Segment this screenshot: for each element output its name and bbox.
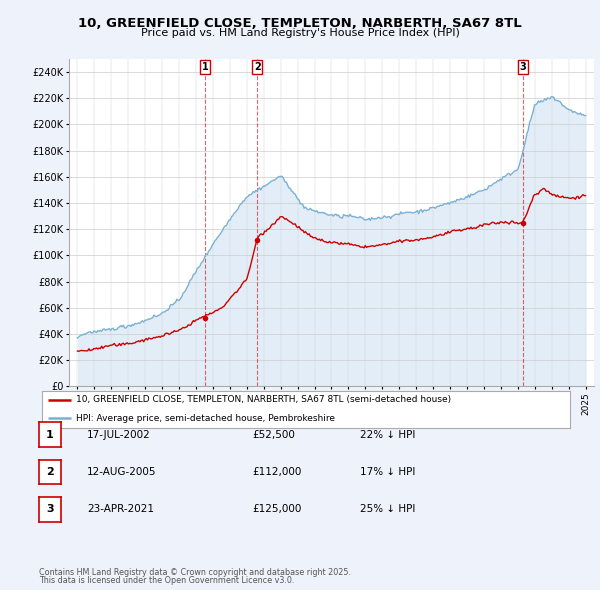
Text: Price paid vs. HM Land Registry's House Price Index (HPI): Price paid vs. HM Land Registry's House … <box>140 28 460 38</box>
Text: 2: 2 <box>254 62 260 72</box>
Text: 22% ↓ HPI: 22% ↓ HPI <box>360 430 415 440</box>
Text: 12-AUG-2005: 12-AUG-2005 <box>87 467 157 477</box>
Text: HPI: Average price, semi-detached house, Pembrokeshire: HPI: Average price, semi-detached house,… <box>76 414 335 423</box>
Text: £52,500: £52,500 <box>252 430 295 440</box>
Text: Contains HM Land Registry data © Crown copyright and database right 2025.: Contains HM Land Registry data © Crown c… <box>39 568 351 577</box>
Text: 1: 1 <box>202 62 209 72</box>
Text: This data is licensed under the Open Government Licence v3.0.: This data is licensed under the Open Gov… <box>39 576 295 585</box>
Text: 1: 1 <box>46 430 53 440</box>
Text: 3: 3 <box>520 62 526 72</box>
Text: 23-APR-2021: 23-APR-2021 <box>87 504 154 514</box>
Text: 17% ↓ HPI: 17% ↓ HPI <box>360 467 415 477</box>
Text: 10, GREENFIELD CLOSE, TEMPLETON, NARBERTH, SA67 8TL: 10, GREENFIELD CLOSE, TEMPLETON, NARBERT… <box>78 17 522 30</box>
Text: £125,000: £125,000 <box>252 504 301 514</box>
Text: 10, GREENFIELD CLOSE, TEMPLETON, NARBERTH, SA67 8TL (semi-detached house): 10, GREENFIELD CLOSE, TEMPLETON, NARBERT… <box>76 395 451 404</box>
Text: 25% ↓ HPI: 25% ↓ HPI <box>360 504 415 514</box>
Text: 17-JUL-2002: 17-JUL-2002 <box>87 430 151 440</box>
Text: 2: 2 <box>46 467 53 477</box>
Text: £112,000: £112,000 <box>252 467 301 477</box>
Text: 3: 3 <box>46 504 53 514</box>
